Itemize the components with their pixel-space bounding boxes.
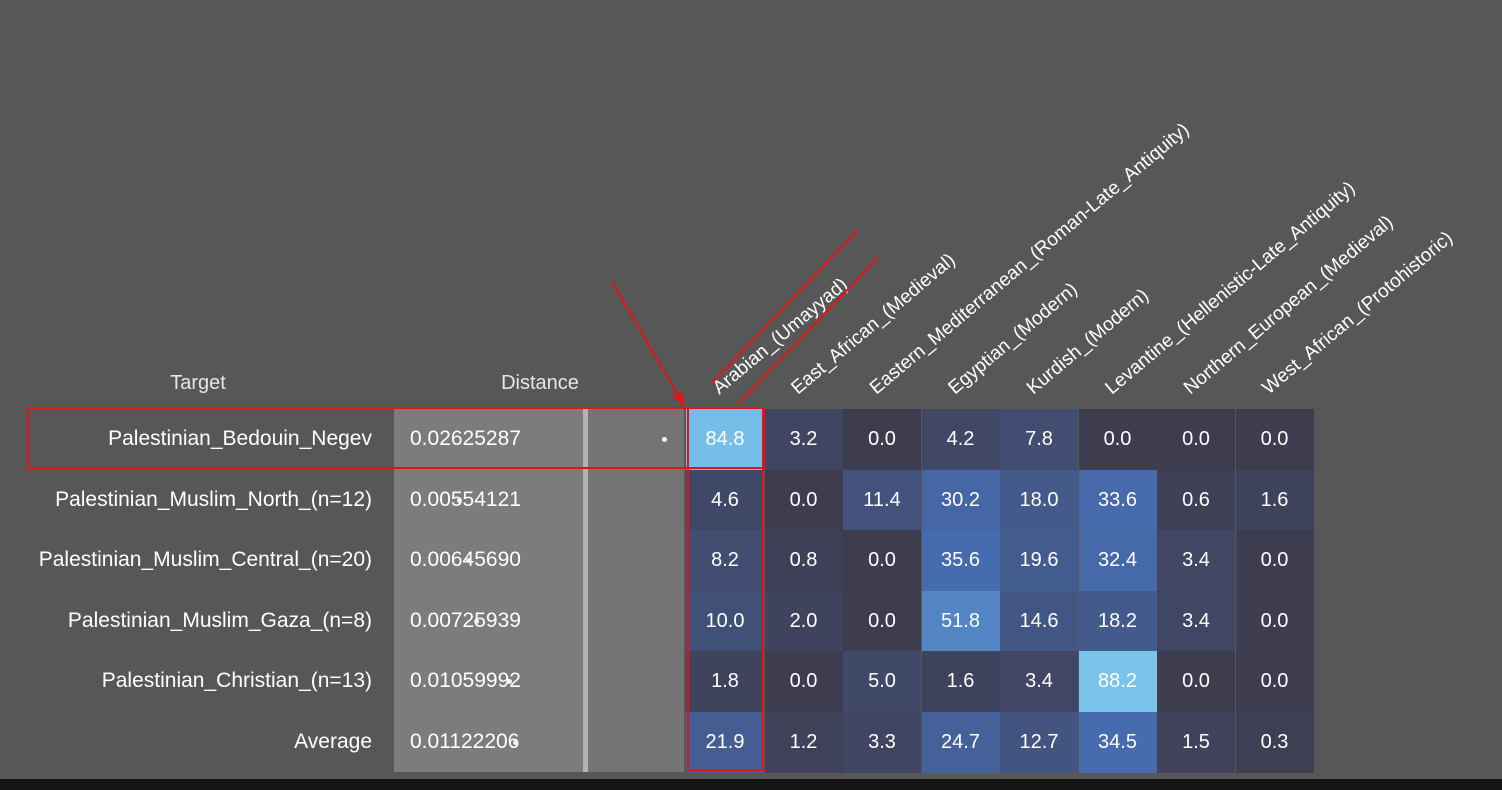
target-label: Palestinian_Muslim_Gaza_(n=8)	[67, 608, 372, 632]
highlight-row-box	[27, 407, 765, 469]
heatmap-cell: 33.6	[1078, 469, 1157, 531]
highlight-arrow-head	[672, 392, 686, 408]
heatmap-cell: 3.4	[1000, 651, 1078, 712]
heatmap-cell: 1.2	[764, 711, 843, 773]
heatmap-cell: 4.2	[921, 409, 1000, 470]
heatmap-cell: 3.2	[764, 409, 843, 470]
heatmap-cell: 1.5	[1157, 711, 1235, 773]
heatmap-cell: 34.5	[1078, 711, 1157, 773]
heatmap-cell: 18.0	[1000, 469, 1078, 531]
heatmap-cell: 84.8	[686, 409, 764, 470]
target-label: Palestinian_Christian_(n=13)	[101, 669, 372, 692]
heatmap-cell: 10.0	[686, 590, 764, 652]
heatmap-cell: 51.8	[921, 590, 1000, 652]
heatmap-cell: 2.0	[764, 590, 843, 652]
heatmap-cell: 12.7	[1000, 711, 1078, 773]
heatmap-cell: 8.2	[686, 530, 764, 591]
heatmap-cell: 0.0	[1157, 409, 1235, 470]
heatmap-cell: 0.3	[1235, 711, 1314, 773]
distance-value: 0.00554121	[410, 487, 521, 511]
distance-marker	[513, 740, 518, 745]
highlight-column-box	[687, 407, 764, 771]
heatmap-cell: 19.6	[1000, 530, 1078, 591]
heatmap-cell: 0.6	[1157, 469, 1235, 531]
heatmap-cell: 5.0	[843, 651, 921, 712]
heatmap-cell: 11.4	[843, 469, 921, 531]
target-label: Palestinian_Muslim_Central_(n=20)	[38, 548, 372, 571]
heatmap-cell: 1.6	[921, 651, 1000, 712]
distance-value-panel	[394, 409, 584, 772]
heatmap-cell: 18.2	[1078, 590, 1157, 652]
heatmap-cell: 3.3	[843, 711, 921, 773]
heatmap-cell: 24.7	[921, 711, 1000, 773]
distance-axis	[583, 409, 588, 772]
heatmap-cell: 0.0	[764, 651, 843, 712]
highlight-underline-lower	[737, 257, 879, 405]
heatmap-cell: 35.6	[921, 530, 1000, 591]
highlight-underline-upper	[711, 229, 859, 384]
distance-marker	[474, 619, 479, 624]
heatmap-cell: 3.4	[1157, 530, 1235, 591]
heatmap-cell: 0.0	[764, 469, 843, 531]
heatmap-cell: 0.0	[1235, 590, 1314, 652]
distance-value: 0.02625287	[410, 427, 521, 450]
distance-marker	[466, 558, 471, 563]
column-label: Egyptian_(Modern)	[944, 279, 1081, 399]
target-label: Average	[294, 729, 372, 753]
heatmap-cell: 0.0	[1157, 651, 1235, 712]
distance-marker	[662, 437, 667, 442]
heatmap-cell: 7.8	[1000, 409, 1078, 470]
heatmap-cell: 4.6	[686, 469, 764, 531]
heatmap-cell: 3.4	[1157, 590, 1235, 652]
distance-value: 0.00645690	[410, 548, 521, 571]
heatmap-cell: 0.0	[843, 530, 921, 591]
heatmap-cell: 1.6	[1235, 469, 1314, 531]
distance-value: 0.01059992	[410, 669, 521, 692]
heatmap-cell: 88.2	[1078, 651, 1157, 712]
heatmap-cell: 32.4	[1078, 530, 1157, 591]
distance-value: 0.00725939	[410, 608, 521, 632]
distance-column-header: Distance	[501, 372, 579, 394]
heatmap-cell: 0.0	[1235, 409, 1314, 470]
target-column-header: Target	[170, 372, 226, 394]
highlight-arrow-line	[611, 281, 684, 404]
distance-value: 0.01122206	[410, 729, 520, 753]
footer-bar	[0, 779, 1502, 790]
heatmap-cell: 0.0	[843, 409, 921, 470]
heatmap-cell: 0.0	[1078, 409, 1157, 470]
heatmap-cell: 0.8	[764, 530, 843, 591]
heatmap-cell: 14.6	[1000, 590, 1078, 652]
heatmap-cell: 0.0	[843, 590, 921, 652]
target-label: Palestinian_Muslim_North_(n=12)	[55, 487, 372, 511]
target-label: Palestinian_Bedouin_Negev	[108, 427, 372, 450]
heatmap-cell: 21.9	[686, 711, 764, 773]
heatmap-cell: 0.0	[1235, 651, 1314, 712]
heatmap-cell: 30.2	[921, 469, 1000, 531]
heatmap-cell: 1.8	[686, 651, 764, 712]
heatmap-cell: 0.0	[1235, 530, 1314, 591]
distance-marker	[507, 679, 512, 684]
column-label: Arabian_(Umayyad)	[709, 274, 852, 399]
distance-marker	[457, 498, 462, 503]
